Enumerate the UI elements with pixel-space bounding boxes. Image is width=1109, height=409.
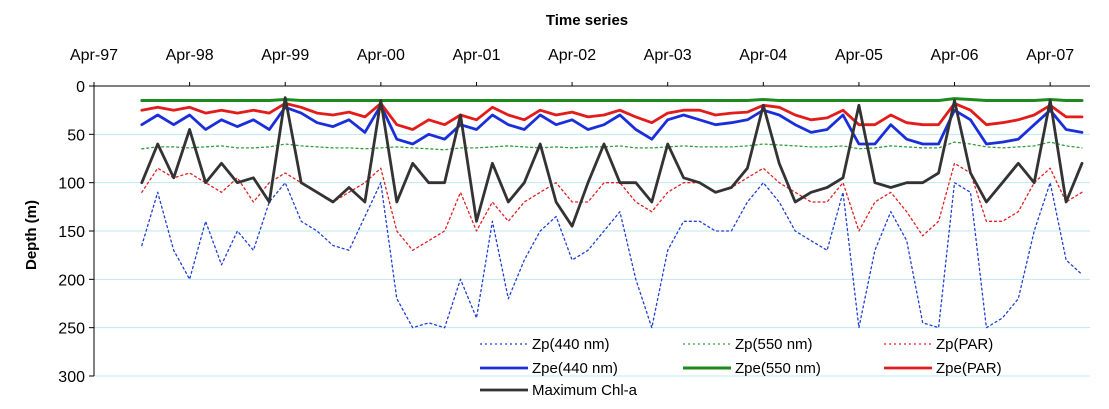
legend-label-4: Zpe(550 nm)	[735, 360, 821, 377]
y-tick-label: 150	[58, 224, 85, 241]
series-line-0	[142, 183, 1082, 328]
x-tick-label: Apr-06	[931, 47, 979, 64]
x-tick-label: Apr-01	[452, 47, 500, 64]
y-tick-label: 50	[67, 127, 85, 144]
legend: Zp(440 nm) Zp(550 nm) Zp(PAR) Zpe(440 nm) Zp…	[480, 336, 1002, 399]
series-line-4	[142, 99, 1082, 101]
x-tick-label: Apr-02	[548, 47, 596, 64]
x-tick-label: Apr-07	[1026, 47, 1074, 64]
legend-label-6: Maximum Chl-a	[532, 382, 638, 399]
legend-label-2: Zp(PAR)	[936, 336, 993, 353]
x-tick-label: Apr-03	[644, 47, 692, 64]
y-tick-label: 300	[58, 369, 85, 386]
y-tick-label: 100	[58, 176, 85, 193]
series-lines	[142, 98, 1082, 328]
y-tick-label: 0	[76, 79, 85, 96]
series-line-6	[142, 98, 1082, 227]
series-line-1	[142, 142, 1082, 150]
x-tick-label: Apr-05	[835, 47, 883, 64]
x-tick-label: Apr-97	[70, 47, 118, 64]
x-tick-label: Apr-98	[166, 47, 214, 64]
legend-label-5: Zpe(PAR)	[936, 360, 1002, 377]
y-tick-label: 200	[58, 272, 85, 289]
x-tick-label: Apr-00	[357, 47, 405, 64]
chart-title: Time series	[546, 12, 628, 29]
legend-label-3: Zpe(440 nm)	[532, 360, 618, 377]
y-axis-label: Depth (m)	[23, 200, 40, 270]
y-tick-label: 250	[58, 321, 85, 338]
x-tick-label: Apr-04	[739, 47, 787, 64]
series-line-2	[142, 163, 1082, 250]
legend-label-1: Zp(550 nm)	[735, 336, 813, 353]
legend-label-0: Zp(440 nm)	[532, 336, 610, 353]
x-tick-label: Apr-99	[261, 47, 309, 64]
